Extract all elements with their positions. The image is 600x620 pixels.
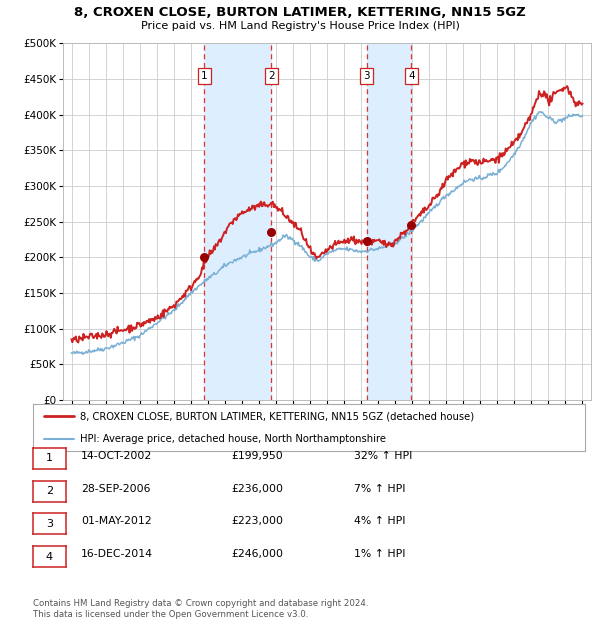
Text: 8, CROXEN CLOSE, BURTON LATIMER, KETTERING, NN15 5GZ: 8, CROXEN CLOSE, BURTON LATIMER, KETTERI… [74,6,526,19]
Text: 01-MAY-2012: 01-MAY-2012 [81,516,152,526]
Text: 4: 4 [408,71,415,81]
Text: 3: 3 [46,519,53,529]
Text: 7% ↑ HPI: 7% ↑ HPI [354,484,406,494]
Text: 28-SEP-2006: 28-SEP-2006 [81,484,151,494]
Text: 2: 2 [46,486,53,496]
Bar [367,43,412,400]
Bar [204,43,271,400]
Text: 14-OCT-2002: 14-OCT-2002 [81,451,152,461]
Text: £236,000: £236,000 [231,484,283,494]
Text: 16-DEC-2014: 16-DEC-2014 [81,549,153,559]
Text: Price paid vs. HM Land Registry's House Price Index (HPI): Price paid vs. HM Land Registry's House … [140,21,460,31]
Text: 32% ↑ HPI: 32% ↑ HPI [354,451,412,461]
Text: £246,000: £246,000 [231,549,283,559]
Text: 4: 4 [46,552,53,562]
Text: HPI: Average price, detached house, North Northamptonshire: HPI: Average price, detached house, Nort… [80,434,386,444]
Text: 8, CROXEN CLOSE, BURTON LATIMER, KETTERING, NN15 5GZ (detached house): 8, CROXEN CLOSE, BURTON LATIMER, KETTERI… [80,412,474,422]
Text: Contains HM Land Registry data © Crown copyright and database right 2024.
This d: Contains HM Land Registry data © Crown c… [33,600,368,619]
Text: 1: 1 [46,453,53,463]
Text: £199,950: £199,950 [231,451,283,461]
Text: 2: 2 [268,71,275,81]
Text: £223,000: £223,000 [231,516,283,526]
Text: 4% ↑ HPI: 4% ↑ HPI [354,516,406,526]
Text: 3: 3 [364,71,370,81]
Text: 1: 1 [201,71,208,81]
Text: 1% ↑ HPI: 1% ↑ HPI [354,549,406,559]
